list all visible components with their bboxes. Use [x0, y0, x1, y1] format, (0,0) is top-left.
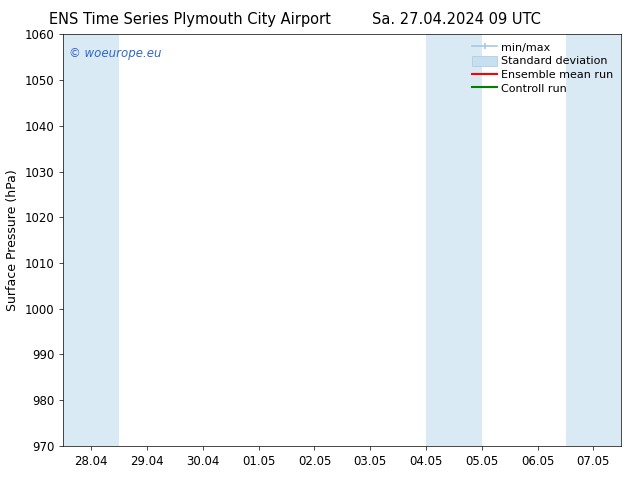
Bar	[63, 34, 119, 446]
Y-axis label: Surface Pressure (hPa): Surface Pressure (hPa)	[6, 169, 19, 311]
Text: Sa. 27.04.2024 09 UTC: Sa. 27.04.2024 09 UTC	[372, 12, 541, 27]
Bar	[566, 34, 621, 446]
Legend: min/max, Standard deviation, Ensemble mean run, Controll run: min/max, Standard deviation, Ensemble me…	[468, 38, 618, 98]
Text: ENS Time Series Plymouth City Airport: ENS Time Series Plymouth City Airport	[49, 12, 331, 27]
Text: © woeurope.eu: © woeurope.eu	[69, 47, 162, 60]
Bar	[426, 34, 482, 446]
